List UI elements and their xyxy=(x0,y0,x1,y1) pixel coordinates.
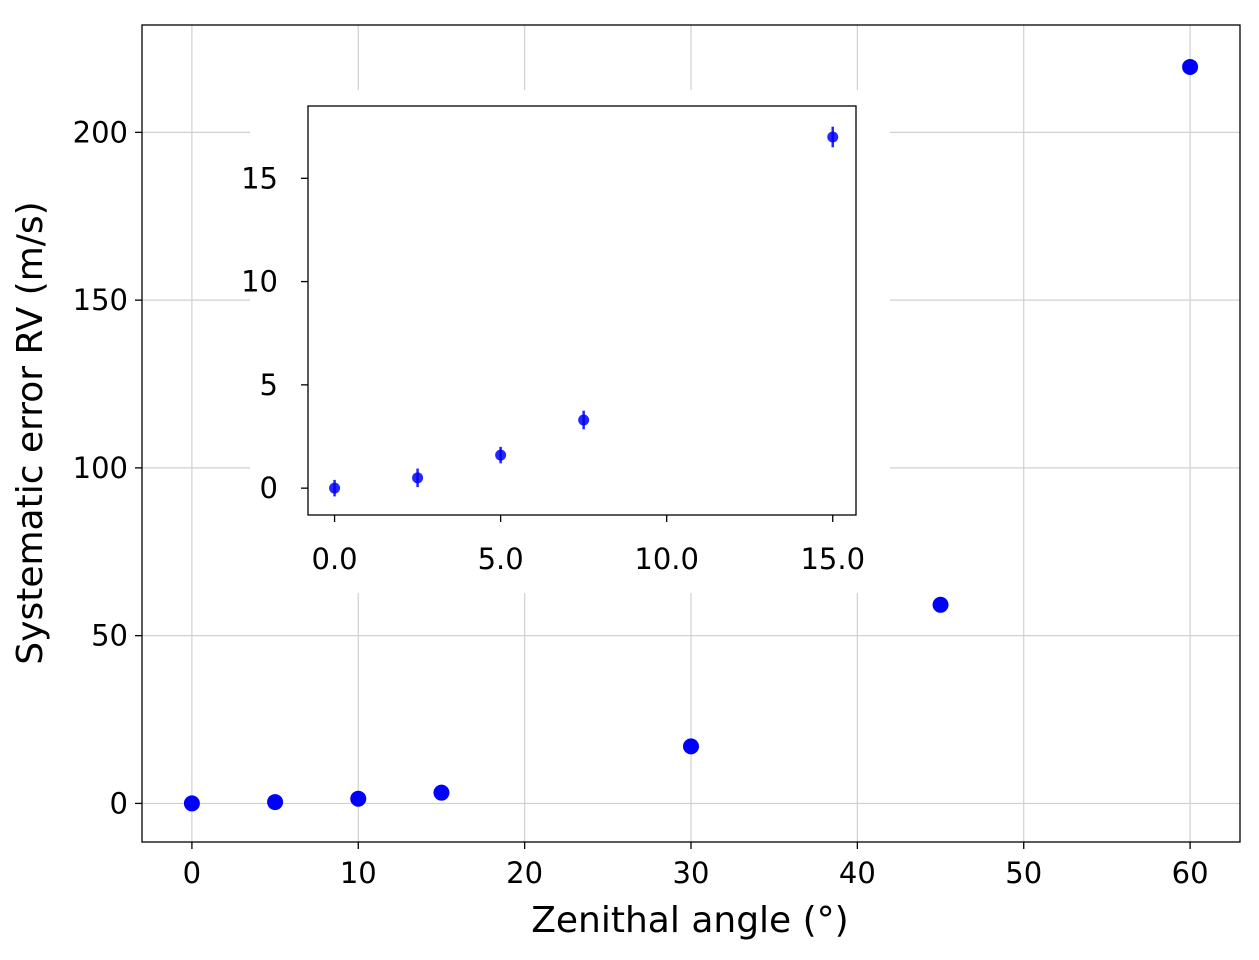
main-x-ticks: 0 10 20 30 40 50 60 xyxy=(183,842,1209,890)
inset-data-point xyxy=(578,414,590,426)
inset-x-ticks: 0.0 5.0 10.0 15.0 xyxy=(312,515,865,576)
main-data-point xyxy=(350,790,367,807)
main-x-tick-label: 0 xyxy=(183,856,201,890)
inset-y-tick-label: 15 xyxy=(241,161,278,195)
inset-x-tick-label: 0.0 xyxy=(312,542,358,576)
inset-data-points xyxy=(329,126,839,497)
main-x-tick-label: 20 xyxy=(506,856,543,890)
main-x-tick-label: 10 xyxy=(340,856,377,890)
inset-x-tick-label: 15.0 xyxy=(800,542,865,576)
inset-x-tick-label: 10.0 xyxy=(634,542,699,576)
inset-data-point xyxy=(495,449,507,461)
inset-y-tick-label: 0 xyxy=(260,471,278,505)
main-x-tick-label: 60 xyxy=(1172,856,1209,890)
inset-data-point xyxy=(827,131,839,143)
main-y-ticks: 0 50 100 150 200 xyxy=(73,115,142,820)
main-x-tick-label: 30 xyxy=(673,856,710,890)
main-y-tick-label: 150 xyxy=(73,283,128,317)
main-x-axis-label: Zenithal angle (°) xyxy=(531,900,848,941)
inset-y-tick-label: 10 xyxy=(241,265,278,299)
main-data-points xyxy=(183,58,1199,812)
inset-x-tick-label: 5.0 xyxy=(478,542,524,576)
main-data-point xyxy=(267,794,284,811)
main-x-tick-label: 50 xyxy=(1005,856,1042,890)
inset-y-ticks: 0 5 10 15 xyxy=(241,161,308,505)
main-y-tick-label: 0 xyxy=(110,786,128,820)
main-data-point xyxy=(932,596,949,613)
main-data-point xyxy=(683,738,699,755)
main-y-tick-label: 200 xyxy=(73,115,128,149)
main-data-point xyxy=(433,784,450,801)
inset-data-point xyxy=(412,472,424,484)
inset-panel: 0.0 5.0 10.0 15.0 0 5 10 15 xyxy=(241,90,890,593)
inset-plot-frame xyxy=(307,105,857,516)
main-data-point xyxy=(1182,58,1199,75)
main-data-point xyxy=(183,795,200,812)
main-y-tick-label: 50 xyxy=(91,619,128,653)
main-x-tick-label: 40 xyxy=(839,856,876,890)
inset-y-tick-label: 5 xyxy=(260,368,278,402)
main-y-tick-label: 100 xyxy=(73,451,128,485)
main-y-axis-label: Systematic error RV (m/s) xyxy=(10,201,51,664)
inset-data-point xyxy=(329,482,341,494)
